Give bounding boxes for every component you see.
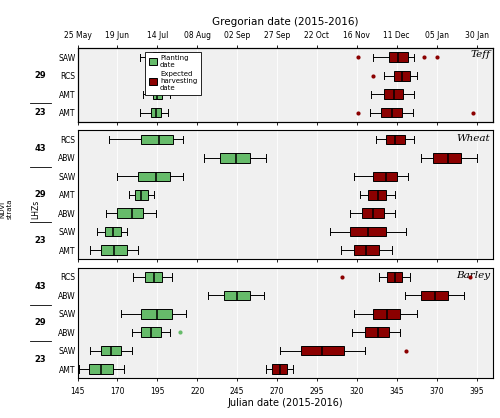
Text: NDVI
strata: NDVI strata xyxy=(0,199,12,219)
Text: 23: 23 xyxy=(34,355,46,364)
Bar xyxy=(434,153,460,163)
Bar xyxy=(354,245,379,255)
Bar xyxy=(102,245,127,255)
Bar xyxy=(142,327,161,337)
Bar xyxy=(118,209,143,218)
Text: 43: 43 xyxy=(34,282,46,291)
X-axis label: Gregorian date (2015-2016): Gregorian date (2015-2016) xyxy=(212,17,358,27)
Bar xyxy=(394,71,409,81)
Bar xyxy=(88,364,112,374)
Text: 29: 29 xyxy=(34,71,46,80)
Text: LHZs: LHZs xyxy=(32,199,40,219)
Bar xyxy=(272,364,286,374)
Bar xyxy=(104,227,120,237)
Text: Wheat: Wheat xyxy=(457,134,490,143)
Bar xyxy=(368,190,386,199)
Text: 29: 29 xyxy=(34,190,46,199)
Bar xyxy=(156,71,167,81)
Bar xyxy=(144,272,162,282)
Bar xyxy=(384,89,403,99)
Bar xyxy=(387,272,402,282)
Bar xyxy=(151,108,160,117)
Bar xyxy=(220,153,250,163)
Bar xyxy=(389,53,408,62)
Bar xyxy=(381,108,402,117)
Bar xyxy=(420,291,448,300)
Bar xyxy=(373,309,400,319)
Text: 23: 23 xyxy=(34,108,46,117)
Bar xyxy=(152,53,166,62)
Legend: Planting
date, Expected
harvesting
date: Planting date, Expected harvesting date xyxy=(146,51,201,95)
Bar xyxy=(224,291,250,300)
Bar xyxy=(373,171,396,181)
Bar xyxy=(142,135,174,144)
Bar xyxy=(350,227,386,237)
Text: Barley: Barley xyxy=(456,271,490,280)
X-axis label: Julian date (2015-2016): Julian date (2015-2016) xyxy=(227,398,343,408)
Bar xyxy=(102,346,120,355)
Text: 43: 43 xyxy=(34,144,46,153)
Bar xyxy=(142,309,172,319)
Text: 23: 23 xyxy=(34,236,46,245)
Bar xyxy=(138,171,170,181)
Text: Teff: Teff xyxy=(470,50,490,59)
Bar xyxy=(152,89,162,99)
Bar xyxy=(135,190,147,199)
Bar xyxy=(386,135,404,144)
Text: 29: 29 xyxy=(34,319,46,327)
Bar xyxy=(362,209,384,218)
Bar xyxy=(365,327,388,337)
Bar xyxy=(301,346,344,355)
